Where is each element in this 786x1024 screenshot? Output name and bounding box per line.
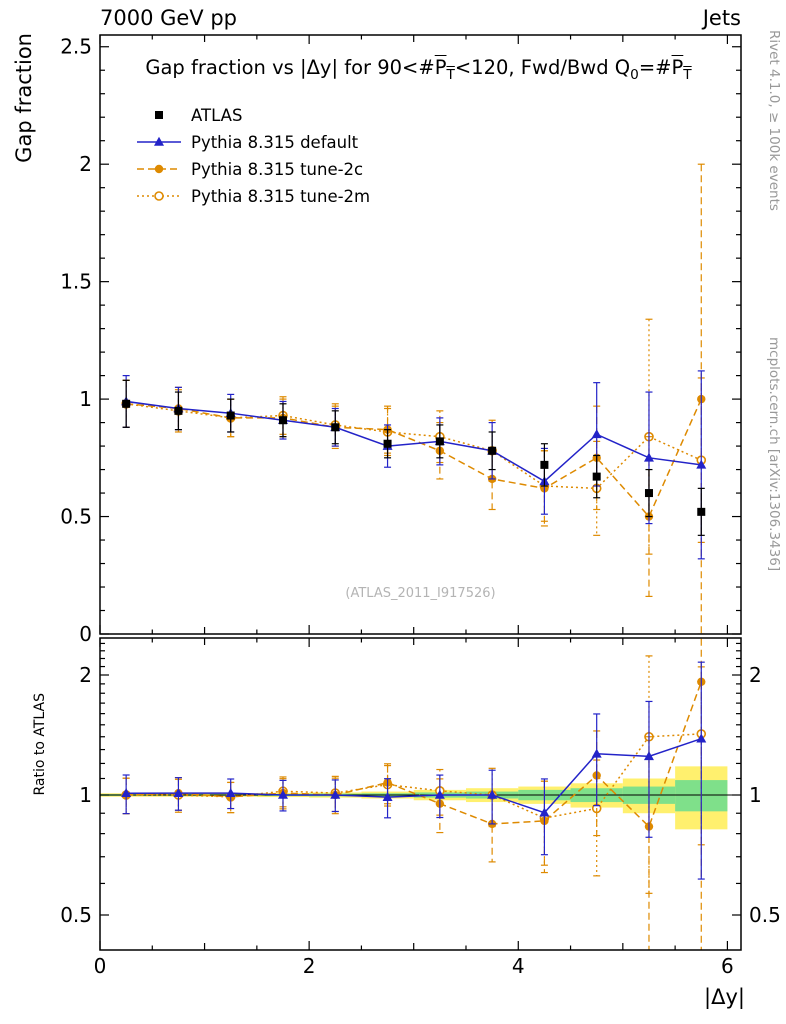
plot-title: Gap fraction vs |Δy| for 90<#PT<120, Fwd… [96, 56, 741, 83]
pythia-tune-2c-marker-icon [136, 160, 182, 178]
pt-bar-symbol: PT [434, 56, 455, 83]
pt-bar-symbol: PT [671, 56, 692, 83]
svg-text:1: 1 [79, 387, 92, 411]
svg-text:2.5: 2.5 [60, 35, 92, 59]
title-part: Gap fraction vs |Δy| for 90<# [145, 56, 435, 79]
legend-label: ATLAS [191, 105, 243, 125]
main-series-layer [121, 163, 707, 634]
atlas-marker-icon [136, 106, 182, 124]
ratio-uncertainty-bands [100, 766, 741, 830]
ratio-panel-frame [99, 637, 742, 951]
legend-label: Pythia 8.315 tune-2c [191, 159, 364, 179]
legend-label: Pythia 8.315 tune-2m [191, 186, 371, 206]
title-subscript: T [683, 66, 692, 83]
ratio-y-axis-title: Ratio to ATLAS [32, 693, 48, 796]
title-subscript: T [446, 66, 455, 83]
main-panel-frame [99, 34, 742, 635]
plot-header: 7000 GeV pp Jets [100, 6, 741, 30]
pythia-default-marker-icon [136, 133, 182, 151]
x-axis-title: |Δy| [704, 985, 745, 1009]
svg-text:1: 1 [749, 783, 762, 807]
analysis-group-label: Jets [702, 6, 741, 30]
svg-text:0.5: 0.5 [749, 903, 781, 927]
legend-item-pythia-tune-2c: Pythia 8.315 tune-2c [136, 158, 370, 180]
title-part: P [434, 56, 447, 79]
ratio-series-layer [121, 638, 707, 950]
svg-text:0: 0 [94, 954, 107, 978]
pythia-tune-2m-marker-icon [136, 187, 182, 205]
legend-item-pythia-tune-2m: Pythia 8.315 tune-2m [136, 185, 370, 207]
svg-text:0.5: 0.5 [60, 505, 92, 529]
svg-text:0: 0 [79, 622, 92, 646]
legend-item-atlas: ATLAS [136, 104, 370, 126]
svg-text:2: 2 [79, 663, 92, 687]
title-part: =# [638, 56, 672, 79]
title-part: P [671, 56, 684, 79]
mcplots-citation-note: mcplots.cern.ch [arXiv:1306.3436] [766, 337, 782, 572]
svg-text:1.5: 1.5 [60, 270, 92, 294]
title-subscript: 0 [630, 66, 639, 83]
beam-energy-label: 7000 GeV pp [100, 6, 238, 30]
legend: ATLAS Pythia 8.315 default Pythia 8.315 … [136, 104, 370, 207]
svg-text:6: 6 [721, 954, 734, 978]
analysis-id-watermark: (ATLAS_2011_I917526) [345, 586, 496, 601]
svg-text:1: 1 [79, 783, 92, 807]
main-y-axis-title: Gap fraction [12, 33, 36, 163]
svg-text:4: 4 [512, 954, 525, 978]
axes-layer: 0 2 4 6 0 0.5 1 1.5 2 2.5 0.5 0.5 1 1 2 2 [60, 34, 781, 978]
svg-text:2: 2 [79, 152, 92, 176]
svg-text:2: 2 [303, 954, 316, 978]
svg-text:0.5: 0.5 [60, 903, 92, 927]
title-part: <120, Fwd/Bwd Q [454, 56, 631, 79]
svg-text:2: 2 [749, 663, 762, 687]
legend-item-pythia-default: Pythia 8.315 default [136, 131, 370, 153]
rivet-version-note: Rivet 4.1.0, ≥ 100k events [766, 30, 782, 211]
legend-label: Pythia 8.315 default [191, 132, 359, 152]
